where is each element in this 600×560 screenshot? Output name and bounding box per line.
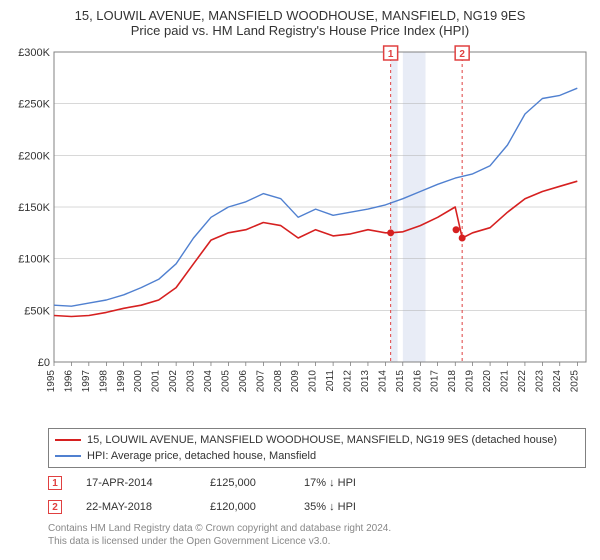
sale-pct: 17% ↓ HPI: [304, 477, 394, 489]
sale-price: £125,000: [210, 477, 280, 489]
svg-text:2013: 2013: [360, 370, 371, 393]
svg-text:2019: 2019: [465, 370, 476, 393]
svg-text:2014: 2014: [377, 370, 388, 393]
sale-date: 22-MAY-2018: [86, 501, 186, 513]
svg-text:2: 2: [459, 49, 465, 60]
svg-text:£100K: £100K: [18, 254, 50, 266]
chart-container: 15, LOUWIL AVENUE, MANSFIELD WOODHOUSE, …: [0, 0, 600, 560]
svg-text:£50K: £50K: [24, 305, 50, 317]
svg-text:2004: 2004: [203, 370, 214, 393]
svg-text:1996: 1996: [63, 370, 74, 393]
sale-price: £120,000: [210, 501, 280, 513]
svg-text:2021: 2021: [500, 370, 511, 393]
svg-text:2003: 2003: [186, 370, 197, 393]
sales-list: 1 17-APR-2014 £125,000 17% ↓ HPI 2 22-MAY-201…: [8, 468, 592, 516]
legend-label: 15, LOUWIL AVENUE, MANSFIELD WOODHOUSE, …: [87, 434, 557, 446]
svg-text:2009: 2009: [290, 370, 301, 393]
svg-text:2017: 2017: [430, 370, 441, 393]
svg-text:2002: 2002: [168, 370, 179, 393]
svg-text:2018: 2018: [447, 370, 458, 393]
legend-swatch: [55, 439, 81, 441]
svg-text:2011: 2011: [325, 370, 336, 392]
svg-text:2025: 2025: [569, 370, 580, 393]
line-chart: £0 £50K £100K £150K £200K £250K £300K 1995 1996 1…: [8, 42, 592, 422]
legend: 15, LOUWIL AVENUE, MANSFIELD WOODHOUSE, …: [48, 428, 586, 468]
sale-pct: 35% ↓ HPI: [304, 501, 394, 513]
title-block: 15, LOUWIL AVENUE, MANSFIELD WOODHOUSE, …: [8, 8, 592, 38]
svg-text:2010: 2010: [308, 370, 319, 393]
svg-text:1999: 1999: [116, 370, 127, 393]
svg-text:2008: 2008: [273, 370, 284, 393]
svg-text:1997: 1997: [81, 370, 92, 393]
sale-row: 2 22-MAY-2018 £120,000 35% ↓ HPI: [48, 498, 592, 516]
sale-row: 1 17-APR-2014 £125,000 17% ↓ HPI: [48, 474, 592, 492]
footer-line1: Contains HM Land Registry data © Crown c…: [48, 522, 592, 535]
svg-text:£150K: £150K: [18, 202, 50, 214]
svg-text:2012: 2012: [343, 370, 354, 393]
svg-text:2005: 2005: [220, 370, 231, 393]
svg-text:2007: 2007: [255, 370, 266, 393]
svg-text:2024: 2024: [552, 370, 563, 393]
svg-text:2022: 2022: [517, 370, 528, 393]
svg-text:2020: 2020: [482, 370, 493, 393]
svg-text:2023: 2023: [534, 370, 545, 393]
svg-text:2000: 2000: [133, 370, 144, 393]
svg-text:1998: 1998: [98, 370, 109, 393]
svg-text:2016: 2016: [412, 370, 423, 393]
svg-text:1: 1: [388, 49, 394, 60]
svg-text:£300K: £300K: [18, 47, 50, 59]
sale-marker: 1: [48, 476, 62, 490]
footer-line2: This data is licensed under the Open Gov…: [48, 535, 592, 548]
legend-item: 15, LOUWIL AVENUE, MANSFIELD WOODHOUSE, …: [55, 432, 579, 448]
svg-text:2001: 2001: [151, 370, 162, 393]
svg-text:£200K: £200K: [18, 150, 50, 162]
svg-text:£0: £0: [38, 357, 50, 369]
svg-text:2006: 2006: [238, 370, 249, 393]
title-line1: 15, LOUWIL AVENUE, MANSFIELD WOODHOUSE, …: [8, 8, 592, 23]
legend-label: HPI: Average price, detached house, Mans…: [87, 450, 316, 462]
footer: Contains HM Land Registry data © Crown c…: [48, 522, 592, 548]
svg-text:2015: 2015: [395, 370, 406, 393]
legend-swatch: [55, 455, 81, 457]
legend-item: HPI: Average price, detached house, Mans…: [55, 448, 579, 464]
chart-area: £0 £50K £100K £150K £200K £250K £300K 1995 1996 1…: [8, 42, 592, 422]
sale-date: 17-APR-2014: [86, 477, 186, 489]
svg-text:1995: 1995: [46, 370, 57, 393]
svg-text:£250K: £250K: [18, 99, 50, 111]
sale-marker: 2: [48, 500, 62, 514]
title-line2: Price paid vs. HM Land Registry's House …: [8, 23, 592, 38]
